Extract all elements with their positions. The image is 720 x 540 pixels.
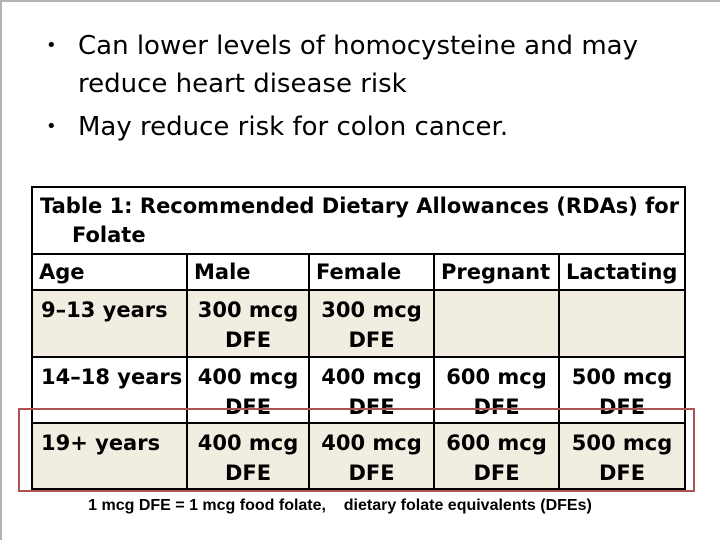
value-cell: 300 mcg DFE [186,289,310,358]
bullet-icon: • [46,116,57,137]
value-cell: 500 mcg DFE [557,422,687,490]
table-row-highlighted: 19+ years 400 mcg DFE 400 mcg DFE 600 mcg D… [31,422,687,490]
value-cell [433,289,560,358]
value-cell: 500 mcg DFE [557,356,687,424]
slide-edge-left [0,0,2,540]
column-header: Female [308,253,435,291]
age-cell: 9–13 years [31,289,188,358]
age-cell: 19+ years [31,422,188,490]
table-row: 14–18 years 400 mcg DFE 400 mcg DFE 600 mcg… [31,356,687,424]
table-title-line: Table 1: Recommended Dietary Allowances … [40,194,680,218]
bullet-item: • Can lower levels of homocysteine and ma… [40,27,680,103]
column-header: Pregnant [433,253,560,291]
footnote: 1 mcg DFE = 1 mcg food folate, dietary f… [88,497,592,514]
rda-table: Table 1: Recommended Dietary Allowances … [30,186,687,490]
column-header: Male [186,253,310,291]
bullet-text: Can lower levels of homocysteine and may… [78,31,638,99]
age-cell: 14–18 years [31,356,188,424]
table-row: 9–13 years 300 mcg DFE 300 mcg DFE [31,289,687,358]
column-header: Lactating [557,253,687,291]
value-cell: 300 mcg DFE [308,289,435,358]
table-title: Table 1: Recommended Dietary Allowances … [30,186,687,255]
column-header: Age [31,253,188,291]
bullet-list: • Can lower levels of homocysteine and ma… [40,27,680,146]
bullet-text: May reduce risk for colon cancer. [78,112,509,142]
table-header-row: Age Male Female Pregnant Lactating [31,253,687,291]
value-cell: 600 mcg DFE [433,422,560,490]
slide-edge-top [0,0,720,2]
value-cell: 400 mcg DFE [186,422,310,490]
bullet-item: • May reduce risk for colon cancer. [40,108,680,146]
table-title-line: Folate [72,223,146,247]
value-cell: 400 mcg DFE [308,422,435,490]
value-cell [557,289,687,358]
bullet-icon: • [46,35,57,56]
value-cell: 400 mcg DFE [186,356,310,424]
value-cell: 400 mcg DFE [308,356,435,424]
value-cell: 600 mcg DFE [433,356,560,424]
table-title-row: Table 1: Recommended Dietary Allowances … [30,186,687,255]
